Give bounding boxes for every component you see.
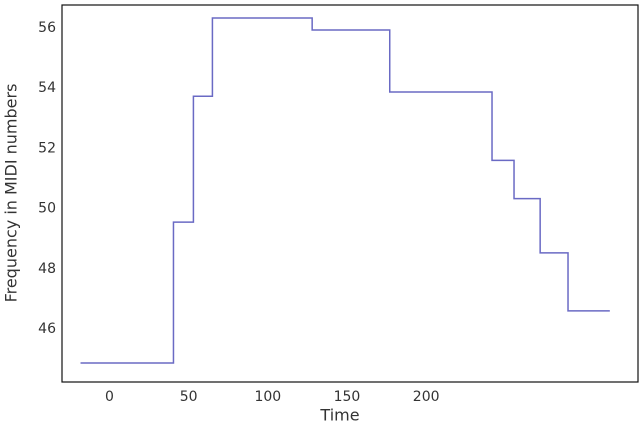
y-tick-label: 50 [38,201,56,217]
y-tick-label: 56 [38,20,56,36]
y-tick-label: 52 [38,140,56,156]
y-tick-label: 48 [38,261,56,277]
y-axis-label: Frequency in MIDI numbers [2,84,21,303]
y-tick-label: 46 [38,321,56,337]
x-tick-label: 100 [254,389,281,405]
plot-frame [61,4,639,383]
x-tick-label: 50 [180,389,198,405]
y-tick-label: 54 [38,80,56,96]
x-tick-label: 200 [413,389,440,405]
x-tick-label: 0 [105,389,114,405]
x-axis-label: Time [319,406,359,425]
data-line [80,17,610,364]
x-tick-label: 150 [334,389,361,405]
